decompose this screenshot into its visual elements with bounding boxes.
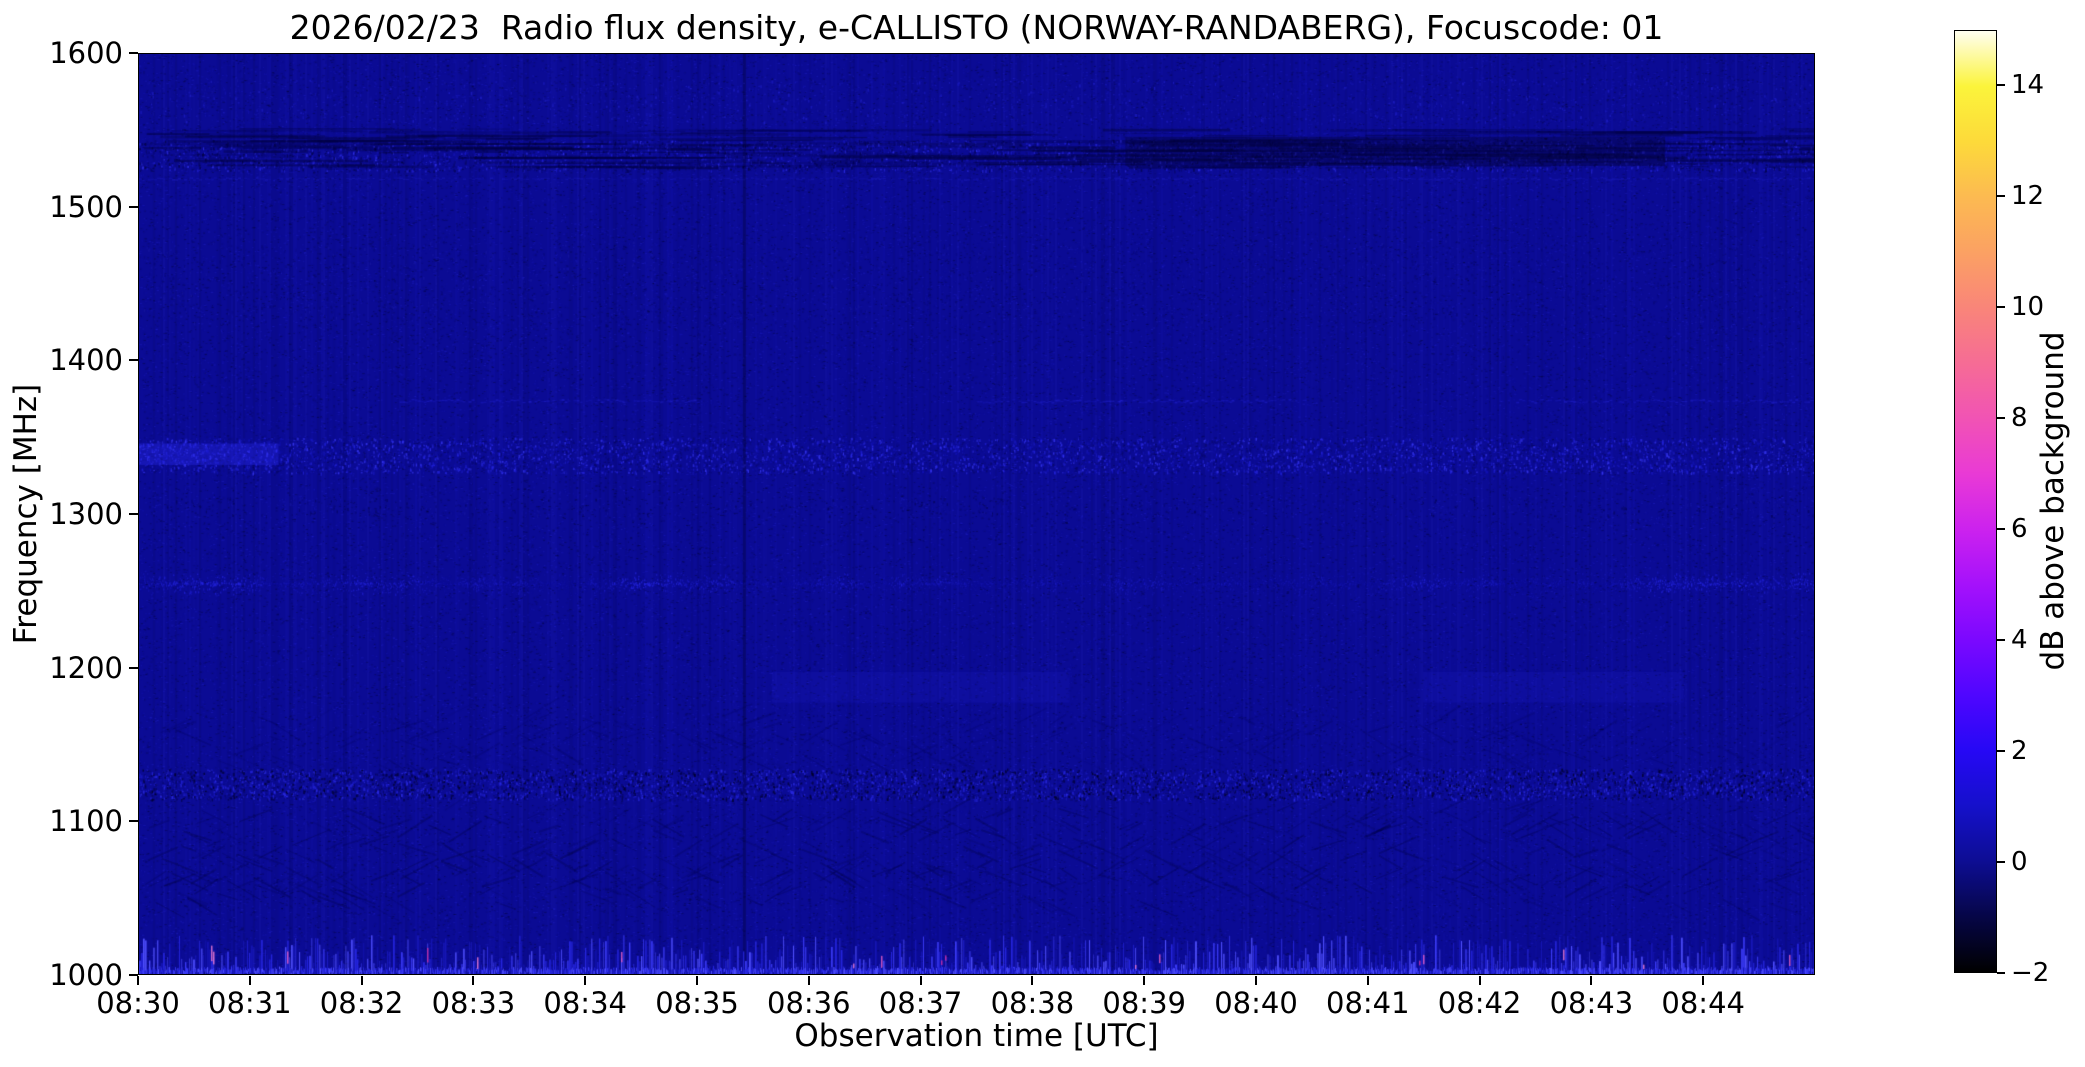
x-tick-label: 08:36	[767, 986, 851, 1020]
colorbar-tick-mark	[1997, 528, 2005, 531]
spectrogram-canvas	[139, 54, 1814, 974]
colorbar-tick-label: 6	[2011, 514, 2028, 545]
y-tick-mark	[129, 820, 138, 823]
colorbar-tick-label: 8	[2011, 403, 2028, 434]
x-tick-label: 08:39	[1102, 986, 1186, 1020]
y-tick-label: 1000	[49, 958, 123, 992]
x-tick-mark	[1255, 976, 1257, 985]
x-tick-mark	[696, 976, 698, 985]
y-tick-mark	[129, 52, 138, 54]
x-tick-mark	[919, 976, 922, 985]
x-tick-mark	[360, 976, 363, 985]
x-tick-label: 08:30	[96, 986, 180, 1020]
x-tick-mark	[807, 976, 810, 985]
x-tick-label: 08:34	[543, 986, 627, 1020]
y-tick-mark	[129, 513, 138, 515]
x-tick-label: 08:41	[1326, 986, 1410, 1020]
colorbar-tick-label: 2	[2011, 736, 2028, 767]
x-tick-mark	[248, 976, 251, 985]
colorbar-tick-mark	[1997, 195, 2005, 198]
y-tick-mark	[129, 974, 138, 976]
y-tick-label: 1100	[49, 804, 123, 839]
x-tick-label: 08:35	[655, 986, 739, 1020]
colorbar-tick-label: 10	[2011, 292, 2045, 323]
y-tick-label: 1300	[49, 497, 123, 531]
colorbar-tick-mark	[1997, 417, 2005, 420]
figure-title: 2026/02/23 Radio flux density, e-CALLIST…	[289, 8, 1664, 47]
colorbar-tick-mark	[1997, 972, 2005, 974]
x-tick-label: 08:42	[1437, 986, 1522, 1020]
x-tick-label: 08:38	[990, 986, 1075, 1020]
colorbar-tick-label: 0	[2011, 847, 2028, 878]
y-tick-label: 1500	[49, 189, 123, 224]
colorbar-tick-mark	[1997, 84, 2005, 87]
y-tick-label: 1400	[49, 343, 123, 378]
x-tick-label: 08:43	[1549, 986, 1634, 1020]
x-tick-label: 08:44	[1661, 986, 1745, 1020]
y-tick-label: 1600	[49, 36, 123, 70]
x-tick-mark	[1590, 976, 1593, 985]
colorbar-tick-mark	[1997, 750, 2005, 753]
plot-area	[138, 53, 1815, 975]
y-tick-mark	[129, 359, 138, 362]
y-tick-label: 1200	[49, 650, 123, 685]
x-axis-label: Observation time [UTC]	[794, 1018, 1159, 1054]
colorbar-gradient	[1955, 31, 1996, 972]
x-tick-label: 08:37	[878, 986, 963, 1020]
x-tick-mark	[1702, 976, 1705, 985]
y-tick-mark	[129, 205, 138, 208]
colorbar-tick-mark	[1997, 639, 2005, 642]
x-tick-label: 08:31	[208, 986, 292, 1020]
x-tick-mark	[472, 976, 475, 985]
x-tick-mark	[584, 976, 587, 985]
x-tick-mark	[1478, 976, 1481, 985]
colorbar	[1954, 30, 1997, 973]
x-tick-mark	[1031, 976, 1034, 985]
colorbar-tick-mark	[1997, 306, 2005, 309]
x-tick-label: 08:40	[1214, 986, 1298, 1020]
x-tick-mark	[1366, 976, 1369, 985]
x-tick-label: 08:33	[431, 986, 516, 1020]
x-tick-mark	[137, 976, 139, 985]
colorbar-tick-mark	[1997, 861, 2005, 864]
colorbar-tick-label: 12	[2011, 181, 2045, 212]
colorbar-tick-label: 14	[2011, 70, 2045, 101]
colorbar-label: dB above background	[2035, 331, 2071, 671]
colorbar-tick-label: −2	[2011, 958, 2050, 988]
x-tick-label: 08:32	[319, 986, 404, 1020]
colorbar-tick-label: 4	[2011, 625, 2028, 656]
y-tick-mark	[129, 666, 138, 669]
x-tick-mark	[1143, 976, 1146, 985]
